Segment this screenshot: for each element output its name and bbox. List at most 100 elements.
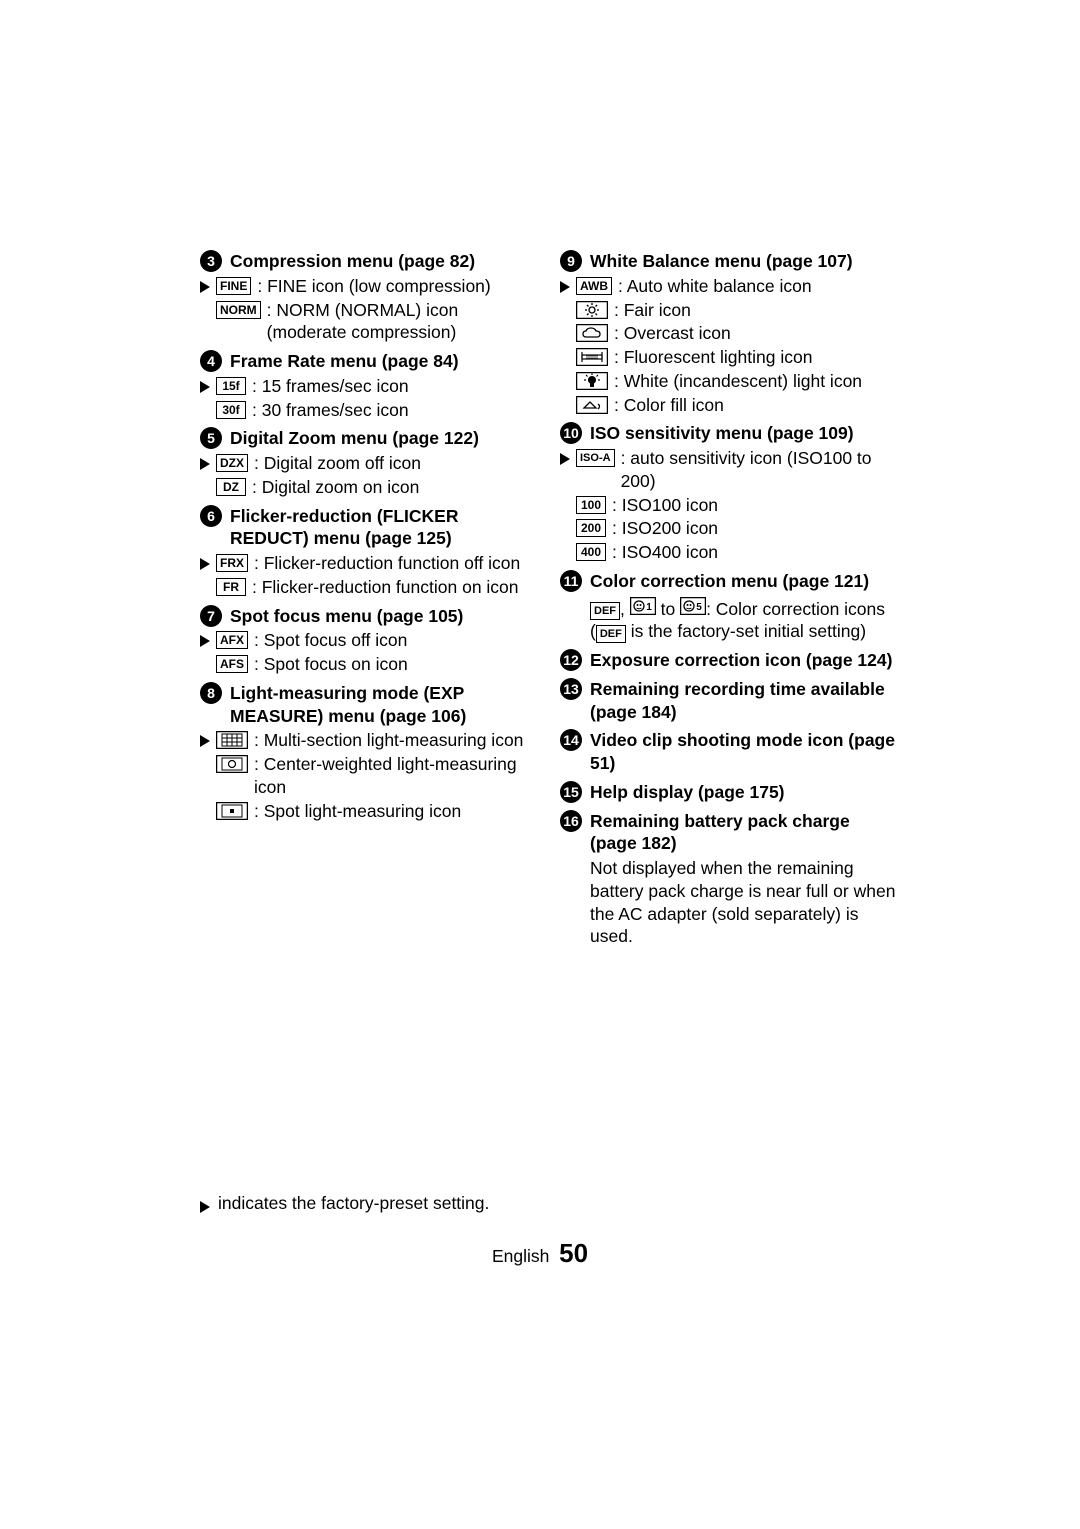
footer-lang: English [492, 1246, 549, 1266]
menu-item-row: FINE: FINE icon (low compression) [200, 275, 540, 298]
item-description: : ISO100 icon [612, 494, 718, 517]
section-number-icon: 3 [200, 250, 222, 272]
section-number-icon: 10 [560, 422, 582, 444]
preset-triangle-icon [200, 458, 210, 470]
item-description: : NORM (NORMAL) icon (moderate compressi… [267, 299, 540, 345]
item-description: : Spot focus off icon [254, 629, 407, 652]
section-number-icon: 15 [560, 781, 582, 803]
section-title: Flicker-reduction (FLICKER REDUCT) menu … [230, 505, 540, 551]
mode-icon: FR [216, 578, 246, 596]
manual-section: 10 ISO sensitivity menu (page 109) ISO-A : … [560, 422, 900, 564]
manual-section: 3 Compression menu (page 82)FINE: FINE ic… [200, 250, 540, 344]
mode-icon: AFX [216, 631, 248, 649]
mode-icon: AFS [216, 655, 248, 673]
section-number-icon: 4 [200, 350, 222, 372]
item-description: : Digital zoom off icon [254, 452, 421, 475]
section-title: White Balance menu (page 107) [590, 250, 853, 273]
section-title: Spot focus menu (page 105) [230, 605, 463, 628]
preset-triangle-icon [200, 635, 210, 647]
section-title: Light-measuring mode (EXP MEASURE) menu … [230, 682, 540, 728]
item-description: : Spot focus on icon [254, 653, 408, 676]
item-description: : Flicker-reduction function on icon [252, 576, 519, 599]
factory-preset-footnote: indicates the factory-preset setting. [200, 1193, 489, 1214]
manual-section: 13 Remaining recording time available (pa… [560, 678, 900, 724]
item-description: : Digital zoom on icon [252, 476, 419, 499]
item-description: : Flicker-reduction function off icon [254, 552, 520, 575]
right-column: 9White Balance menu (page 107)AWB: Auto … [560, 250, 900, 954]
page-footer: English 50 [0, 1238, 1080, 1269]
menu-item-row: AFX : Spot focus off icon [200, 629, 540, 652]
mode-icon: 30f [216, 401, 246, 419]
mode-icon: DZX [216, 454, 248, 472]
preset-triangle-icon [200, 558, 210, 570]
mode-icon: FRX [216, 554, 248, 572]
item-description: : Auto white balance icon [618, 275, 812, 298]
section-number-icon: 11 [560, 570, 582, 592]
manual-section: 15 Help display (page 175) [560, 781, 900, 804]
item-description: : Overcast icon [614, 322, 731, 345]
manual-section: 6Flicker-reduction (FLICKER REDUCT) menu… [200, 505, 540, 599]
preset-triangle-icon [200, 735, 210, 747]
section-number-icon: 14 [560, 729, 582, 751]
section-body: DEF, 1 to 5: Color correction icons(DEF … [590, 595, 900, 644]
mode-icon: NORM [216, 301, 261, 319]
manual-section: 14Video clip shooting mode icon (page 51… [560, 729, 900, 775]
menu-item-row: : Overcast icon [560, 322, 900, 345]
section-number-icon: 16 [560, 810, 582, 832]
menu-item-row: 100 : ISO100 icon [560, 494, 900, 517]
preset-triangle-icon [560, 453, 570, 465]
manual-section: 16 Remaining battery pack charge (page 18… [560, 810, 900, 949]
section-number-icon: 5 [200, 427, 222, 449]
menu-item-row: : Spot light-measuring icon [200, 800, 540, 823]
section-title: Exposure correction icon (page 124) [590, 649, 892, 672]
menu-item-row: NORM : NORM (NORMAL) icon (moderate compr… [200, 299, 540, 345]
mode-icon: ISO-A [576, 449, 615, 467]
item-description: : ISO200 icon [612, 517, 718, 540]
section-title: Help display (page 175) [590, 781, 785, 804]
mode-icon: AWB [576, 277, 612, 295]
section-title: Color correction menu (page 121) [590, 570, 869, 593]
menu-item-row: FR : Flicker-reduction function on icon [200, 576, 540, 599]
footnote-text: indicates the factory-preset setting. [218, 1193, 489, 1214]
item-description: : Multi-section light-measuring icon [254, 729, 523, 752]
manual-section: 4Frame Rate menu (page 84)15f: 15 frames… [200, 350, 540, 421]
mode-icon: FINE [216, 277, 251, 295]
item-description: : Color fill icon [614, 394, 724, 417]
item-description: : 30 frames/sec icon [252, 399, 409, 422]
section-title: ISO sensitivity menu (page 109) [590, 422, 854, 445]
item-description: : auto sensitivity icon (ISO100 to 200) [621, 447, 900, 493]
manual-section: 5Digital Zoom menu (page 122)DZX: Digita… [200, 427, 540, 498]
menu-item-row: : Fluorescent lighting icon [560, 346, 900, 369]
manual-section: 12Exposure correction icon (page 124) [560, 649, 900, 672]
menu-item-row: ISO-A : auto sensitivity icon (ISO100 to … [560, 447, 900, 493]
menu-item-row: FRX : Flicker-reduction function off icon [200, 552, 540, 575]
item-description: : Center-weighted light-measuring icon [254, 753, 540, 799]
item-description: : ISO400 icon [612, 541, 718, 564]
triangle-icon [200, 1201, 210, 1213]
menu-item-row: DZX : Digital zoom off icon [200, 452, 540, 475]
item-description: : 15 frames/sec icon [252, 375, 409, 398]
preset-triangle-icon [200, 381, 210, 393]
manual-section: 7Spot focus menu (page 105)AFX: Spot foc… [200, 605, 540, 676]
menu-item-row: AFS : Spot focus on icon [200, 653, 540, 676]
section-number-icon: 8 [200, 682, 222, 704]
item-description: : Fluorescent lighting icon [614, 346, 812, 369]
menu-item-row: 200: ISO200 icon [560, 517, 900, 540]
section-title: Compression menu (page 82) [230, 250, 475, 273]
left-column: 3 Compression menu (page 82)FINE: FINE ic… [200, 250, 540, 954]
menu-item-row: : Color fill icon [560, 394, 900, 417]
menu-item-row: : Center-weighted light-measuring icon [200, 753, 540, 799]
mode-icon: DEF [590, 602, 620, 620]
menu-item-row: DZ: Digital zoom on icon [200, 476, 540, 499]
section-title: Remaining battery pack charge (page 182) [590, 810, 900, 856]
menu-item-row: : Multi-section light-measuring icon [200, 729, 540, 752]
section-number-icon: 13 [560, 678, 582, 700]
menu-item-row: : Fair icon [560, 299, 900, 322]
preset-triangle-icon [560, 281, 570, 293]
section-title: Digital Zoom menu (page 122) [230, 427, 479, 450]
manual-section: 9White Balance menu (page 107)AWB: Auto … [560, 250, 900, 416]
mode-icon: 100 [576, 496, 606, 514]
mode-icon: 15f [216, 377, 246, 395]
section-title: Remaining recording time available (page… [590, 678, 900, 724]
item-description: : Fair icon [614, 299, 691, 322]
